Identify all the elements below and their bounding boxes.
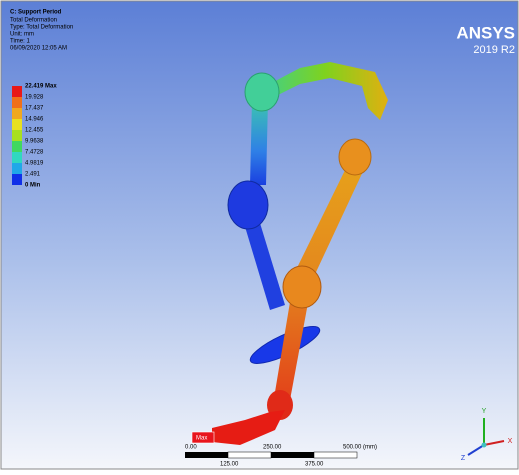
scale-label: 250.00 <box>263 445 282 451</box>
joint <box>245 73 279 111</box>
legend-label: 12.455 <box>25 128 44 134</box>
info-line: 06/09/2020 12:05 AM <box>10 46 67 52</box>
legend-label: 17.437 <box>25 106 44 112</box>
scale-label: 0.00 <box>185 445 197 451</box>
info-line: Total Deformation <box>10 18 57 24</box>
joint <box>283 266 321 308</box>
scale-label: 500.00 (mm) <box>343 445 377 451</box>
legend-swatch <box>12 141 22 152</box>
scale-label: 375.00 <box>305 462 324 468</box>
brand-name: ANSYS <box>456 23 515 42</box>
legend-label: 2.491 <box>25 172 41 178</box>
x-label: X <box>508 438 513 445</box>
scale-segment <box>271 452 314 458</box>
analysis-title: C: Support Period <box>10 10 62 16</box>
left-link <box>250 100 268 185</box>
legend-label: 9.9638 <box>25 139 44 145</box>
joint <box>228 181 268 229</box>
ansys-viewport: C: Support Period Total Deformation Type… <box>0 0 519 470</box>
brand-version: 2019 R2 <box>473 44 515 56</box>
info-line: Unit: mm <box>10 32 34 38</box>
z-label: Z <box>461 455 466 462</box>
scale-label: 125.00 <box>220 462 239 468</box>
legend-label: 19.928 <box>25 95 44 101</box>
y-label: Y <box>482 408 487 415</box>
triad-origin <box>482 443 487 448</box>
legend-label: 4.9819 <box>25 161 44 167</box>
joint <box>339 139 371 175</box>
scale-segment <box>228 452 271 458</box>
legend-label: 22.419 Max <box>25 84 57 90</box>
legend-swatch <box>12 163 22 174</box>
legend-swatch <box>12 119 22 130</box>
legend-label: 14.946 <box>25 117 44 123</box>
probe-label: Max <box>196 436 207 442</box>
legend-swatch <box>12 174 22 185</box>
legend-swatch <box>12 130 22 141</box>
info-line: Type: Total Deformation <box>10 25 73 31</box>
legend-label: 7.4728 <box>25 150 44 156</box>
scale-segment <box>314 452 357 458</box>
legend-swatch <box>12 97 22 108</box>
legend-swatch <box>12 108 22 119</box>
legend-swatch <box>12 86 22 97</box>
legend-swatch <box>12 152 22 163</box>
scale-segment <box>185 452 228 458</box>
legend-label: 0 Min <box>25 183 41 189</box>
info-line: Time: 1 <box>10 39 30 45</box>
